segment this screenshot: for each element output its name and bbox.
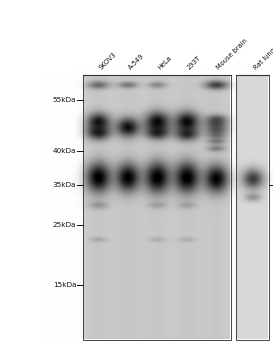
Text: 35kDa: 35kDa <box>53 182 76 188</box>
Text: A-549: A-549 <box>127 53 146 71</box>
Text: 15kDa: 15kDa <box>53 282 76 288</box>
Text: SKOV3: SKOV3 <box>98 51 118 71</box>
Text: Rat lung: Rat lung <box>253 47 273 71</box>
Text: HeLa: HeLa <box>157 55 173 71</box>
Text: 40kDa: 40kDa <box>53 148 76 154</box>
Text: Mouse brain: Mouse brain <box>216 38 249 71</box>
Bar <box>83 75 231 340</box>
Bar <box>236 75 269 340</box>
Text: 293T: 293T <box>186 55 203 71</box>
Text: 55kDa: 55kDa <box>53 97 76 103</box>
Text: 25kDa: 25kDa <box>53 222 76 228</box>
